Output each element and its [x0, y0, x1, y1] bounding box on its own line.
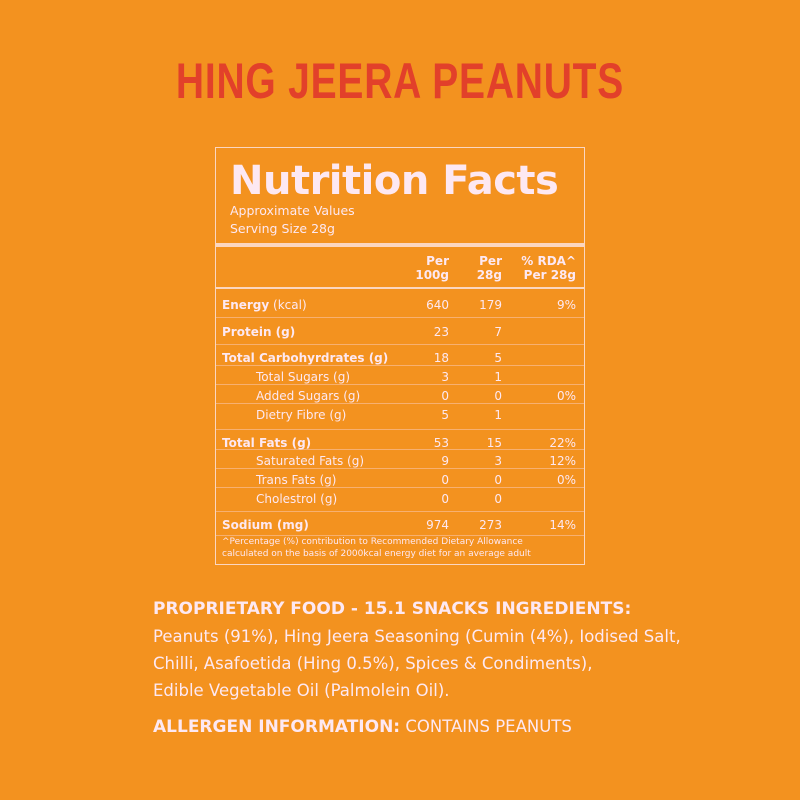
divider — [216, 243, 584, 247]
nutrient-label: Dietry Fibre (g) — [256, 408, 347, 422]
nutrition-heading: Nutrition Facts — [230, 158, 559, 204]
divider — [216, 287, 584, 289]
nutrient-label: Cholestrol (g) — [256, 492, 338, 506]
nutrition-row: Trans Fats (g) 0 0 0% — [216, 469, 584, 488]
value-per-100g: 0 — [441, 389, 449, 403]
nutrition-row: Sodium (mg) 974 273 14% — [216, 512, 584, 536]
nutrient-label: Energy (kcal) — [222, 298, 307, 312]
value-per-100g: 23 — [433, 325, 449, 339]
ingredients-line: Edible Vegetable Oil (Palmolein Oil). — [153, 681, 450, 700]
allergen-info: ALLERGEN INFORMATION: CONTAINS PEANUTS — [153, 717, 572, 737]
nutrition-row: Total Fats (g) 53 15 22% — [216, 430, 584, 450]
value-per-28g: 7 — [494, 325, 502, 339]
nutrient-label: Added Sugars (g) — [256, 389, 361, 403]
ingredients-line: Chilli, Asafoetida (Hing 0.5%), Spices &… — [153, 654, 593, 673]
value-per-28g: 179 — [479, 298, 502, 312]
value-rda: 0% — [556, 389, 576, 403]
nutrition-facts-panel: Nutrition Facts Approximate Values Servi… — [215, 147, 585, 565]
value-per-100g: 0 — [441, 473, 449, 487]
value-per-100g: 640 — [426, 298, 449, 312]
nutrient-label: Trans Fats (g) — [256, 473, 337, 487]
value-per-100g: 3 — [441, 370, 449, 384]
value-per-100g: 0 — [441, 492, 449, 506]
value-per-28g: 0 — [494, 473, 502, 487]
value-per-28g: 3 — [494, 454, 502, 468]
value-rda: 0% — [556, 473, 576, 487]
nutrient-label: Sodium (mg) — [222, 518, 309, 532]
value-per-100g: 9 — [441, 454, 449, 468]
nutrition-row: Saturated Fats (g) 9 3 12% — [216, 450, 584, 469]
nutrition-row: Added Sugars (g) 0 0 0% — [216, 385, 584, 404]
nutrition-row: Dietry Fibre (g) 5 1 — [216, 404, 584, 430]
nutrition-row: Cholestrol (g) 0 0 — [216, 488, 584, 512]
value-per-28g: 0 — [494, 389, 502, 403]
ingredients-heading: PROPRIETARY FOOD - 15.1 SNACKS INGREDIEN… — [153, 599, 632, 619]
nutrient-label: Protein (g) — [222, 325, 296, 339]
nutrition-row: Protein (g) 23 7 — [216, 319, 584, 345]
serving-size: Serving Size 28g — [230, 221, 335, 236]
nutrition-row: Total Sugars (g) 3 1 — [216, 366, 584, 385]
nutrient-label: Total Fats (g) — [222, 436, 312, 450]
nutrient-label: Total Carbohyrdrates (g) — [222, 351, 389, 365]
col-header-rda: % RDA^ Per 28g — [521, 254, 576, 282]
approx-values: Approximate Values — [230, 203, 355, 218]
ingredients-line: Peanuts (91%), Hing Jeera Seasoning (Cum… — [153, 627, 681, 646]
value-per-28g: 0 — [494, 492, 502, 506]
ingredients-section: PROPRIETARY FOOD - 15.1 SNACKS INGREDIEN… — [153, 596, 681, 741]
value-per-28g: 1 — [494, 408, 502, 422]
value-per-28g: 273 — [479, 518, 502, 532]
value-per-28g: 1 — [494, 370, 502, 384]
product-title: HING JEERA PEANUTS — [175, 53, 625, 109]
footnote: ^Percentage (%) contribution to Recommen… — [222, 537, 531, 559]
value-per-28g: 5 — [494, 351, 502, 365]
col-header-per-28g: Per 28g — [476, 254, 502, 282]
value-per-28g: 15 — [486, 436, 502, 450]
value-rda: 22% — [549, 436, 576, 450]
value-per-100g: 974 — [426, 518, 449, 532]
value-per-100g: 5 — [441, 408, 449, 422]
nutrient-label: Saturated Fats (g) — [256, 454, 364, 468]
nutrition-row: Energy (kcal) 640 179 9% — [216, 292, 584, 318]
value-rda: 14% — [549, 518, 576, 532]
value-rda: 9% — [556, 298, 576, 312]
col-header-per-100g: Per 100g — [415, 254, 449, 282]
value-per-100g: 53 — [433, 436, 449, 450]
value-rda: 12% — [549, 454, 576, 468]
value-per-100g: 18 — [433, 351, 449, 365]
nutrient-label: Total Sugars (g) — [256, 370, 351, 384]
nutrition-row: Total Carbohyrdrates (g) 18 5 — [216, 345, 584, 366]
